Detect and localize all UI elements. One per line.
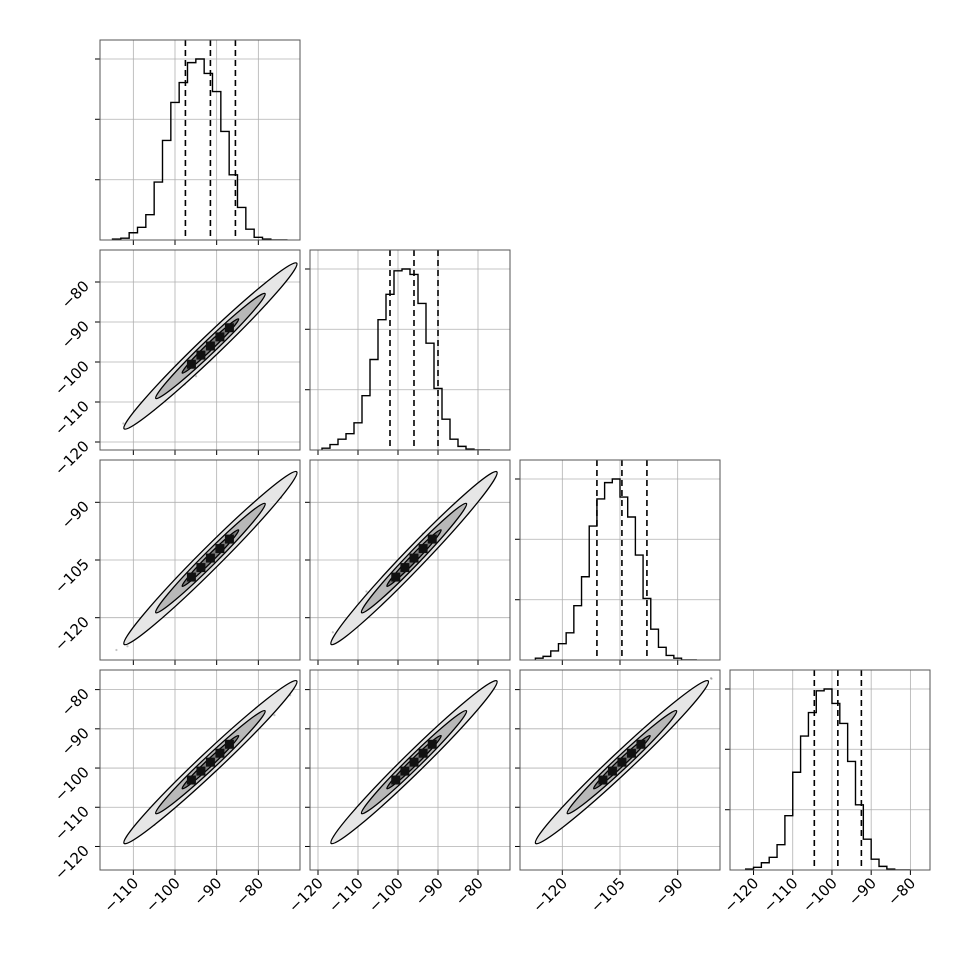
density-core	[196, 350, 206, 360]
panel-frame	[99, 249, 301, 451]
panel-1-1	[305, 249, 511, 455]
y-tick-label: −120	[51, 437, 93, 479]
density-core	[215, 332, 225, 342]
panel-frame	[99, 39, 301, 241]
x-tick-label: −120	[285, 874, 327, 916]
scatter-point	[273, 713, 276, 717]
scatter-point	[331, 631, 334, 634]
x-tick-label: −90	[190, 874, 225, 909]
density-core	[400, 563, 410, 573]
panel-0-0	[95, 39, 301, 245]
density-core	[205, 341, 215, 351]
scatter-point	[709, 677, 713, 680]
density-core	[186, 572, 196, 582]
density-core	[196, 766, 206, 776]
density-core	[215, 748, 225, 758]
density-core	[409, 757, 419, 767]
density-core	[224, 323, 234, 333]
panel-2-2	[515, 459, 721, 665]
panel-frame	[309, 669, 511, 871]
panel-frame	[519, 459, 721, 661]
density-core	[224, 739, 234, 749]
panel-content	[520, 670, 720, 870]
density-core	[205, 553, 215, 563]
density-core	[391, 775, 401, 785]
density-core	[186, 775, 196, 785]
y-tick-label: −120	[51, 613, 93, 655]
density-core	[224, 534, 234, 544]
y-tick-label: −90	[58, 497, 93, 532]
panel-frame	[309, 249, 511, 451]
panel-content	[100, 665, 318, 870]
x-tick-label: −80	[232, 874, 267, 909]
panel-3-1: −120−110−100 −90 −80	[285, 669, 511, 916]
density-core	[427, 534, 437, 544]
density-core	[196, 563, 206, 573]
density-core	[391, 572, 401, 582]
density-core	[418, 748, 428, 758]
panel-content	[520, 460, 720, 660]
x-tick-label: −80	[452, 874, 487, 909]
panel-frame	[99, 459, 301, 661]
y-tick-label: −110	[51, 397, 93, 439]
y-tick-label: −120	[51, 842, 93, 884]
scatter-point	[126, 645, 129, 648]
histogram-step	[321, 268, 490, 450]
x-tick-label: −90	[412, 874, 447, 909]
scatter-point	[365, 590, 368, 593]
x-tick-label: −100	[365, 874, 407, 916]
panel-content	[100, 250, 300, 450]
panel-content	[310, 460, 510, 660]
y-tick-label: −100	[51, 763, 93, 805]
panel-1-0: −120−110−100 −90 −80	[51, 249, 301, 479]
panel-content	[100, 40, 300, 240]
scatter-point	[115, 648, 118, 652]
scatter-point	[122, 422, 125, 425]
y-tick-label: −90	[58, 317, 93, 352]
panel-content	[310, 670, 510, 870]
density-core	[215, 544, 225, 554]
density-core	[409, 553, 419, 563]
y-tick-label: −90	[58, 724, 93, 759]
y-tick-label: −105	[51, 555, 93, 597]
scatter-point	[194, 375, 198, 378]
scatter-point	[316, 665, 318, 667]
x-tick-label: −110	[100, 874, 142, 916]
density-core	[400, 766, 410, 776]
y-tick-label: −80	[58, 685, 93, 720]
y-tick-label: −110	[51, 802, 93, 844]
density-core	[418, 544, 428, 554]
panel-3-0: −120−110−100−90−80−110 −100 −90 −80	[51, 665, 318, 916]
density-core	[427, 739, 437, 749]
histogram-step	[111, 58, 288, 240]
panel-3-2: −120 −105 −90	[515, 669, 721, 916]
x-tick-label: −100	[142, 874, 184, 916]
density-core	[186, 359, 196, 369]
panel-content	[310, 250, 510, 450]
panel-content	[100, 460, 300, 660]
panel-frame	[309, 459, 511, 661]
panel-2-1	[305, 459, 511, 665]
y-tick-label: −80	[58, 277, 93, 312]
histogram-step	[534, 478, 697, 660]
x-tick-label: −110	[325, 874, 367, 916]
density-core	[205, 757, 215, 767]
panel-frame	[99, 669, 301, 871]
y-tick-label: −100	[51, 357, 93, 399]
panel-2-0: −120 −105 −90	[51, 459, 301, 665]
